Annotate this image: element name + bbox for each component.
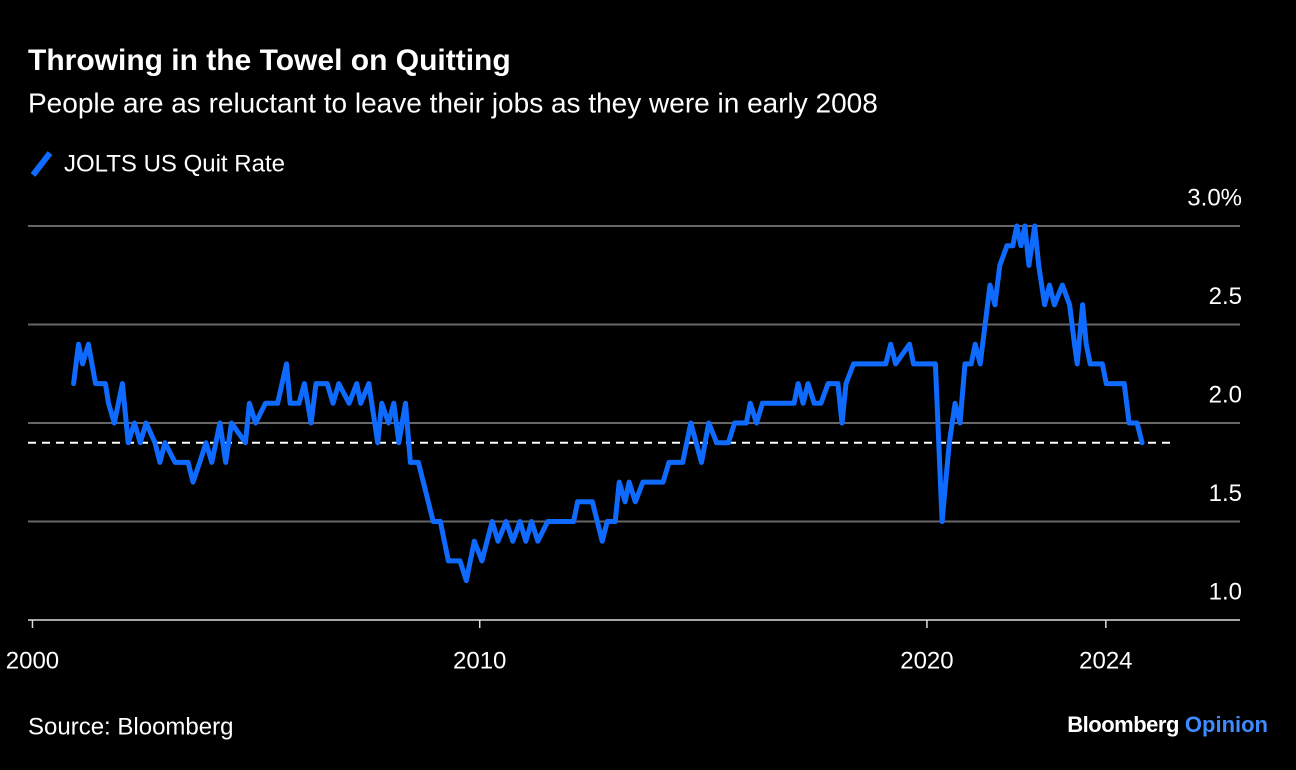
x-tick-label: 2000 xyxy=(6,647,59,674)
x-tick-label: 2010 xyxy=(453,647,506,674)
chart-title: Throwing in the Towel on Quitting xyxy=(28,44,511,77)
logo: Opinion xyxy=(1185,712,1268,737)
y-tick-label: 1.0 xyxy=(1209,578,1242,605)
legend-label: JOLTS US Quit Rate xyxy=(64,150,285,177)
logo: Bloomberg xyxy=(1067,712,1179,737)
data-line xyxy=(71,223,1145,584)
source: Source: Bloomberg xyxy=(28,713,233,740)
y-tick-label: 2.5 xyxy=(1209,283,1242,310)
legend-swatch xyxy=(30,151,53,177)
x-tick-label: 2024 xyxy=(1079,647,1132,674)
y-tick-label: 3.0% xyxy=(1187,184,1242,211)
y-tick-label: 1.5 xyxy=(1209,480,1242,507)
x-tick-label: 2020 xyxy=(900,647,953,674)
chart-subtitle: People are as reluctant to leave their j… xyxy=(28,87,878,118)
y-tick-label: 2.0 xyxy=(1209,381,1242,408)
